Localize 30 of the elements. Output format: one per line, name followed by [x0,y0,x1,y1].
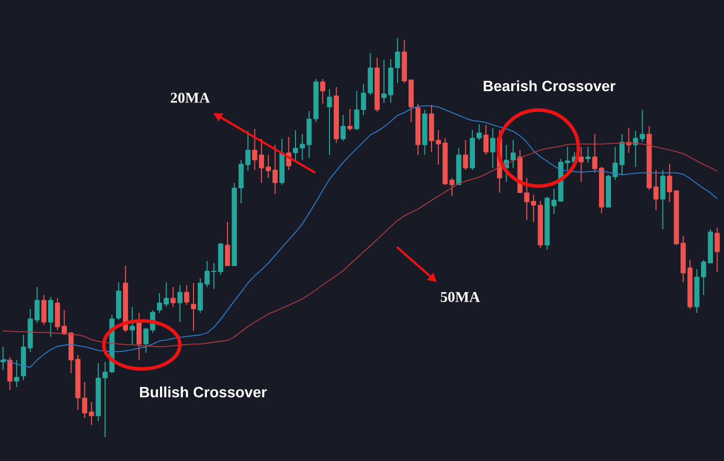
candlestick [320,78,326,104]
candlestick [347,108,352,132]
candlestick [41,294,46,326]
candlestick [578,146,584,183]
candlestick [660,170,666,230]
annotation: Bearish Crossover [484,80,616,92]
candlestick [667,164,672,202]
candlestick [490,128,496,169]
candlestick [130,306,135,346]
candlestick [136,312,142,361]
candlestick [170,286,176,308]
candlestick [483,124,489,156]
candlestick [585,146,591,164]
candlestick [48,296,54,338]
candlestick [340,114,346,142]
candlestick [7,356,12,390]
candlestick [640,109,645,143]
candlestick [714,227,720,272]
candlestick [14,360,20,388]
annotation: Bullish Crossover [140,386,267,398]
candlestick [462,140,468,171]
candlestick [245,130,250,172]
candlestick [224,221,230,266]
candlestick [190,282,196,332]
candlestick [177,284,182,323]
candlestick [184,284,190,306]
annotation: 50MA [440,292,480,302]
annotation: 20MA [170,92,210,103]
candlestick [0,346,6,370]
candlestick [326,88,332,156]
